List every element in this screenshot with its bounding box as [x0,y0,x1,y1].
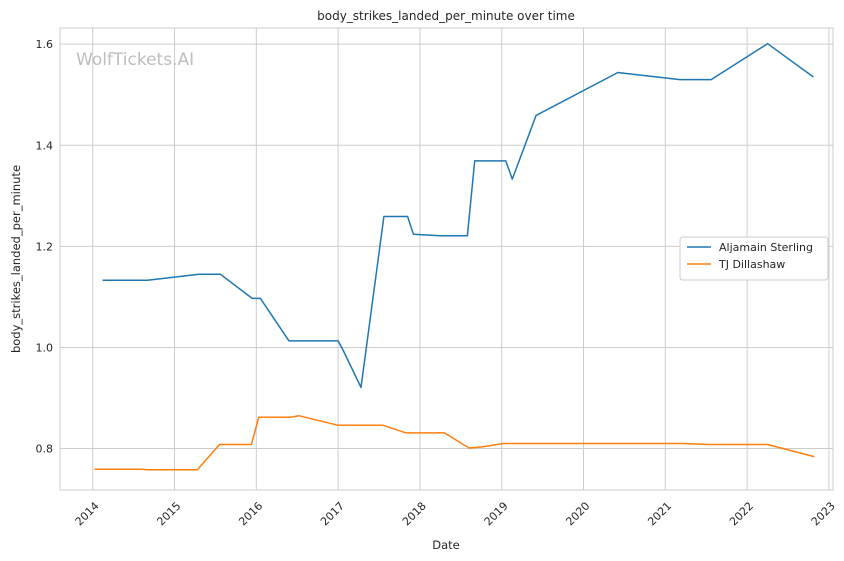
watermark: WolfTickets.AI [76,50,194,70]
x-tick-label: 2021 [645,499,674,528]
x-tick-label: 2015 [154,499,183,528]
x-tick-labels: 2014 2015 2016 2017 2018 2019 2020 2021 2022 2023 [73,499,838,528]
x-tick-label: 2018 [400,499,429,528]
chart-title: body_strikes_landed_per_minute over time [317,9,575,23]
x-axis-label: Date [432,538,460,552]
plot-frame [59,27,834,491]
y-tick-label: 1.4 [36,139,54,152]
x-tick-label: 2022 [727,499,756,528]
legend-label: Aljamain Sterling [719,241,813,254]
x-tick-label: 2017 [318,499,347,528]
legend: Aljamain Sterling TJ Dillashaw [679,236,829,281]
legend-label: TJ Dillashaw [718,258,785,271]
x-tick-label: 2023 [809,499,838,528]
series-lines [94,42,815,471]
x-tick-label: 2014 [73,499,102,528]
x-tick-label: 2019 [482,499,511,528]
y-axis-label: body_strikes_landed_per_minute [9,165,23,353]
y-tick-label: 1.0 [36,341,54,354]
legend-box [679,236,829,281]
x-tick-label: 2016 [236,499,265,528]
series-line-tj-dillashaw [94,414,815,471]
grid-lines [60,28,833,490]
y-tick-labels: 0.8 1.0 1.2 1.4 1.6 [36,38,54,455]
y-tick-label: 0.8 [36,443,54,456]
y-tick-label: 1.2 [36,240,54,253]
series-line-aljamain-sterling [102,42,814,389]
y-tick-label: 1.6 [36,38,54,51]
x-tick-label: 2020 [563,499,592,528]
